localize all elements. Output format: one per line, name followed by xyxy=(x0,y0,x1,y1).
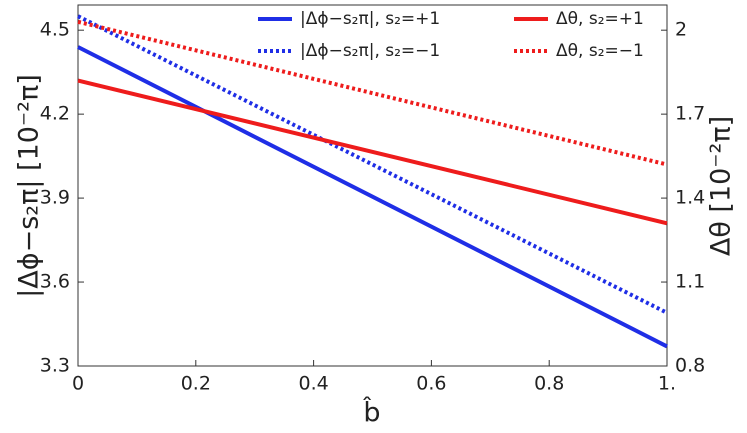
legend-label: Δθ, s₂=−1 xyxy=(556,41,644,61)
y2-tick-label: 2 xyxy=(675,19,687,41)
y-tick-label: 4.5 xyxy=(40,19,70,41)
series-line xyxy=(77,45,668,349)
y2-tick-label: 0.8 xyxy=(675,355,705,377)
series-line xyxy=(77,14,668,315)
legend-label: |Δϕ−s₂π|, s₂=+1 xyxy=(300,9,440,29)
x-tick-label: 0.2 xyxy=(181,373,211,395)
y-tick-label: 3.9 xyxy=(40,187,70,209)
legend-label: |Δϕ−s₂π|, s₂=−1 xyxy=(300,41,440,61)
x-tick-label: 0.6 xyxy=(416,373,446,395)
y2-tick-label: 1.1 xyxy=(675,271,705,293)
y-tick-label: 3.6 xyxy=(40,271,70,293)
legend-label: Δθ, s₂=+1 xyxy=(556,9,644,29)
y-axis-label: |Δϕ−s₂π| [10⁻²π] xyxy=(14,74,45,298)
x-tick-label: 1. xyxy=(658,373,676,395)
y2-tick-label: 1.7 xyxy=(675,103,705,125)
y-tick-label: 4.2 xyxy=(40,103,70,125)
y2-tick-label: 1.4 xyxy=(675,187,705,209)
x-tick-label: 0.4 xyxy=(298,373,328,395)
x-tick-label: 0.8 xyxy=(534,373,564,395)
x-axis-label: b̂ xyxy=(363,397,381,429)
x-tick-label: 0 xyxy=(72,373,84,395)
series-line xyxy=(77,19,668,167)
y2-axis-label: Δθ [10⁻²π] xyxy=(706,116,737,256)
plot-frame xyxy=(77,4,668,367)
y-tick-label: 3.3 xyxy=(40,355,70,377)
series-line xyxy=(77,78,668,226)
